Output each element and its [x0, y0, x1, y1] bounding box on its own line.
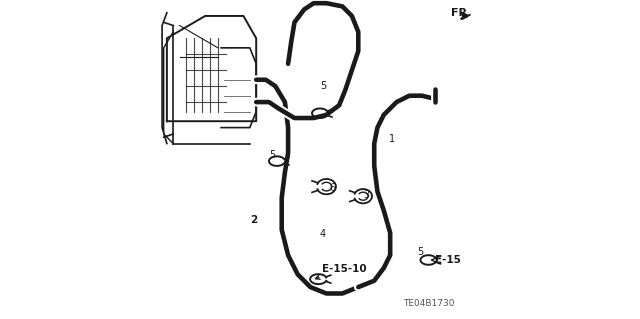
Text: 3: 3 [363, 190, 369, 200]
Text: 5: 5 [269, 150, 275, 160]
Text: 6: 6 [330, 183, 336, 193]
Text: E-15: E-15 [431, 255, 461, 265]
Text: 2: 2 [250, 215, 257, 225]
Text: FR.: FR. [451, 8, 471, 18]
Text: 1: 1 [388, 134, 395, 144]
Text: E-15-10: E-15-10 [316, 264, 366, 279]
Text: 5: 5 [417, 247, 424, 257]
Text: TE04B1730: TE04B1730 [403, 299, 454, 308]
Text: 5: 5 [320, 81, 326, 91]
Text: 4: 4 [319, 229, 326, 239]
